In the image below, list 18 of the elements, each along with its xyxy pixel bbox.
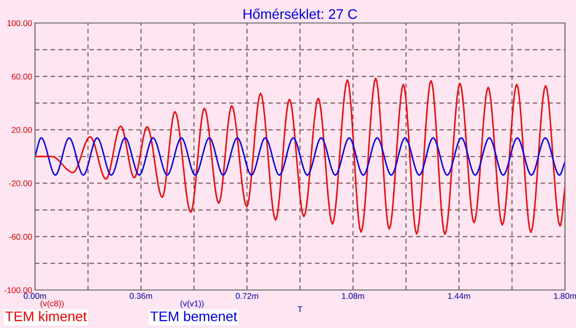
chart-title: Hőmérséklet: 27 C [244,8,357,19]
x-tick-label: 0.72m [236,293,258,299]
x-tick-label: 1.44m [448,293,470,299]
x-axis-title: T [298,306,302,312]
text: TEM bemenet [150,311,238,322]
x-tick-label: 0.36m [130,293,152,299]
x-tick-label: 1.08m [342,293,364,299]
y-tick-label: 20.00 [12,127,32,133]
x-tick-label: 0.00m [24,293,46,299]
y-tick-label: -20.00 [8,180,32,186]
y-tick-label: 100.00 [7,20,32,26]
text: TEM kimenet [5,311,87,322]
text: (v(c8)) [40,300,64,308]
y-tick-label: -60.00 [8,234,32,240]
x-tick-label: 1.80m [554,293,576,299]
text: (v(v1)) [180,300,204,308]
y-tick-label: 60.00 [12,74,32,80]
y-tick-label: -100.00 [4,287,32,294]
